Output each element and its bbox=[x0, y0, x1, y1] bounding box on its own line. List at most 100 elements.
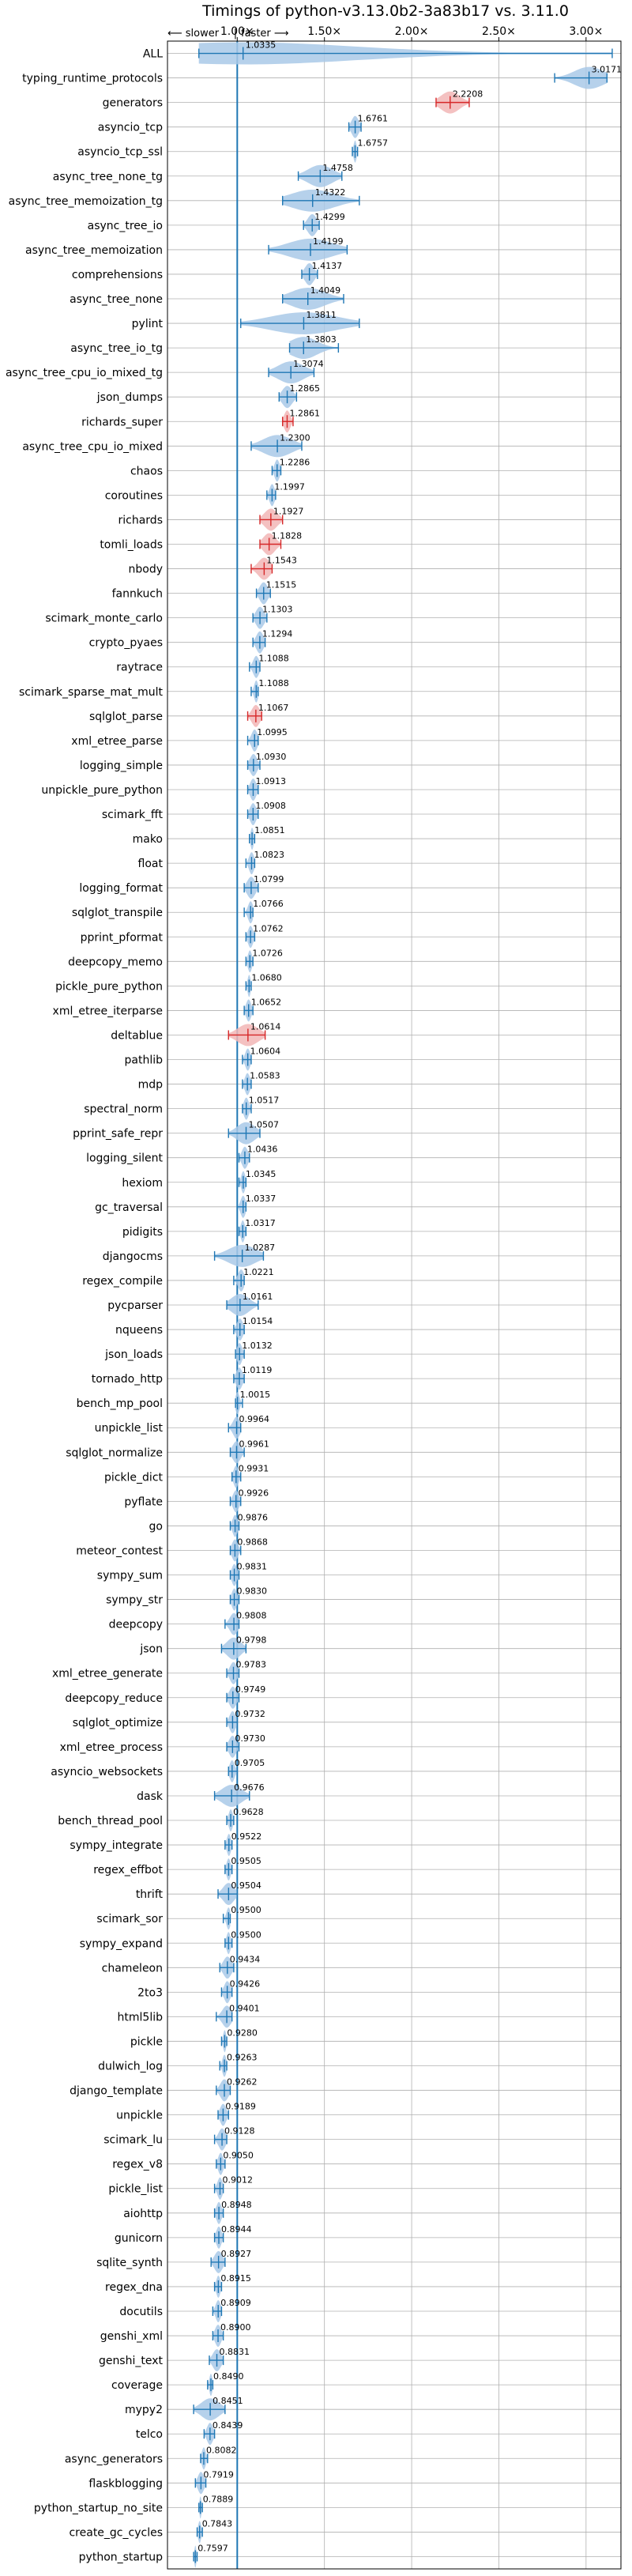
category-label: sqlglot_transpile bbox=[72, 907, 163, 919]
value-label: 0.9705 bbox=[235, 1758, 265, 1768]
value-label: 0.9730 bbox=[235, 1733, 265, 1744]
value-label: 0.9280 bbox=[227, 2027, 258, 2038]
category-label: coroutines bbox=[105, 489, 163, 502]
benchmark-row-scimark_sparse_mat_mult: scimark_sparse_mat_mult 1.1088 bbox=[19, 678, 289, 703]
direction-separator: | bbox=[234, 28, 237, 40]
benchmark-row-richards: richards 1.1927 bbox=[118, 506, 304, 531]
category-label: python_startup_no_site bbox=[34, 2502, 163, 2514]
value-label: 1.4299 bbox=[314, 212, 345, 222]
value-label: 1.1067 bbox=[258, 703, 289, 713]
category-label: nbody bbox=[129, 564, 164, 576]
benchmark-row-sympy_integrate: sympy_integrate 0.9522 bbox=[70, 1831, 261, 1856]
benchmark-row-sympy_sum: sympy_sum 0.9831 bbox=[97, 1562, 267, 1586]
value-label: 0.9783 bbox=[236, 1660, 267, 1670]
value-label: 1.6757 bbox=[357, 138, 388, 149]
value-label: 1.1088 bbox=[258, 654, 289, 664]
value-label: 0.9926 bbox=[239, 1488, 269, 1498]
category-label: asyncio_websockets bbox=[51, 1766, 163, 1778]
value-label: 0.9012 bbox=[222, 2175, 253, 2186]
benchmark-row-create_gc_cycles: create_gc_cycles 0.7843 bbox=[69, 2518, 232, 2544]
category-label: logging_simple bbox=[80, 760, 163, 772]
value-label: 1.1303 bbox=[262, 605, 293, 615]
category-label: scimark_monte_carlo bbox=[45, 613, 163, 625]
plot-frame bbox=[167, 40, 622, 2570]
category-label: async_tree_io_tg bbox=[70, 342, 163, 355]
value-label: 0.9504 bbox=[231, 1880, 261, 1891]
value-label: 1.3074 bbox=[293, 359, 324, 369]
value-label: 1.0507 bbox=[249, 1120, 280, 1130]
value-label: 0.9749 bbox=[235, 1684, 266, 1695]
category-label: xml_etree_process bbox=[60, 1741, 163, 1754]
value-label: 0.8948 bbox=[221, 2200, 252, 2210]
category-label: ALL bbox=[143, 48, 163, 61]
value-label: 0.8439 bbox=[213, 2420, 243, 2431]
value-label: 1.0161 bbox=[243, 1292, 273, 1302]
value-label: 0.8909 bbox=[220, 2298, 251, 2308]
category-label: sqlite_synth bbox=[96, 2257, 163, 2269]
value-label: 0.7889 bbox=[203, 2494, 234, 2504]
value-label: 1.0015 bbox=[240, 1390, 271, 1400]
category-label: scimark_lu bbox=[103, 2134, 163, 2147]
value-label: 0.8490 bbox=[213, 2371, 244, 2382]
benchmark-row-typing_runtime_protocols: typing_runtime_protocols 3.0171 bbox=[22, 65, 622, 89]
value-label: 1.0154 bbox=[243, 1316, 273, 1326]
value-label: 1.1927 bbox=[273, 506, 304, 516]
benchmark-row-asyncio_tcp: asyncio_tcp 1.6761 bbox=[98, 114, 388, 138]
x-tick-label: 1.50× bbox=[307, 25, 341, 38]
benchmark-row-crypto_pyaes: crypto_pyaes 1.1294 bbox=[89, 629, 292, 654]
category-label: dulwich_log bbox=[98, 2061, 163, 2073]
benchmark-row-unpickle: unpickle 0.9189 bbox=[116, 2102, 256, 2126]
value-label: 0.9676 bbox=[234, 1782, 265, 1793]
x-tick-label: 2.50× bbox=[482, 25, 516, 38]
value-label: 0.9401 bbox=[229, 2003, 260, 2013]
benchmark-row-sqlglot_optimize: sqlglot_optimize 0.9732 bbox=[73, 1709, 265, 1733]
category-label: nqueens bbox=[115, 1324, 163, 1337]
value-label: 1.1543 bbox=[266, 556, 297, 566]
category-label: coverage bbox=[111, 2379, 163, 2392]
benchmark-row-sqlglot_parse: sqlglot_parse 1.1067 bbox=[89, 703, 288, 727]
category-label: gc_traversal bbox=[95, 1201, 163, 1214]
value-label: 1.0221 bbox=[243, 1267, 274, 1277]
benchmark-row-pycparser: pycparser 1.0161 bbox=[107, 1292, 273, 1316]
chart-title: Timings of python-v3.13.0b2-3a83b17 vs. … bbox=[201, 2, 569, 20]
benchmark-row-async_tree_none: async_tree_none 1.4049 bbox=[70, 285, 344, 310]
benchmark-row-generators: generators 2.2208 bbox=[103, 89, 483, 114]
benchmark-row-pathlib: pathlib 1.0604 bbox=[125, 1047, 280, 1071]
value-label: 0.9434 bbox=[230, 1954, 261, 1964]
benchmark-row-sqlglot_normalize: sqlglot_normalize 0.9961 bbox=[66, 1439, 269, 1464]
benchmark-row-json_dumps: json_dumps 1.2865 bbox=[96, 383, 320, 409]
value-label: 0.9426 bbox=[230, 1978, 261, 1989]
value-label: 0.8831 bbox=[219, 2347, 250, 2357]
category-label: typing_runtime_protocols bbox=[22, 73, 163, 85]
faster-direction-label: faster ⟶ bbox=[241, 28, 289, 40]
category-label: genshi_text bbox=[99, 2355, 164, 2367]
benchmark-row-async_tree_memoization: async_tree_memoization 1.4199 bbox=[25, 236, 348, 261]
value-label: 0.9830 bbox=[237, 1586, 268, 1597]
benchmark-row-regex_effbot: regex_effbot 0.9505 bbox=[93, 1856, 261, 1881]
value-label: 0.8082 bbox=[206, 2445, 237, 2455]
value-label: 1.0680 bbox=[251, 972, 282, 983]
benchmark-row-async_tree_memoization_tg: async_tree_memoization_tg 1.4322 bbox=[9, 187, 360, 212]
value-label: 1.1997 bbox=[274, 481, 305, 492]
category-label: tomli_loads bbox=[100, 538, 163, 551]
category-label: comprehensions bbox=[72, 269, 163, 281]
category-label: async_tree_memoization bbox=[25, 244, 163, 257]
category-label: async_tree_none bbox=[70, 293, 163, 306]
value-label: 1.1828 bbox=[272, 530, 303, 541]
category-label: create_gc_cycles bbox=[69, 2526, 163, 2539]
category-label: async_generators bbox=[65, 2453, 163, 2465]
benchmark-row-coroutines: coroutines 1.1997 bbox=[105, 481, 305, 507]
benchmark-row-scimark_monte_carlo: scimark_monte_carlo 1.1303 bbox=[45, 605, 293, 629]
category-label: djangocms bbox=[103, 1250, 163, 1263]
benchmark-row-logging_silent: logging_silent 1.0436 bbox=[86, 1145, 277, 1169]
category-label: async_tree_none_tg bbox=[53, 171, 163, 183]
category-label: xml_etree_generate bbox=[52, 1668, 163, 1680]
value-label: 1.0335 bbox=[246, 40, 276, 51]
value-label: 1.3811 bbox=[306, 310, 337, 320]
benchmark-row-gunicorn: gunicorn 0.8944 bbox=[115, 2224, 251, 2249]
value-label: 1.0517 bbox=[249, 1096, 280, 1106]
benchmark-row-async_generators: async_generators 0.8082 bbox=[65, 2445, 237, 2470]
value-label: 1.0436 bbox=[247, 1145, 278, 1155]
value-label: 1.2300 bbox=[280, 432, 310, 443]
benchmark-row-comprehensions: comprehensions 1.4137 bbox=[72, 261, 342, 285]
